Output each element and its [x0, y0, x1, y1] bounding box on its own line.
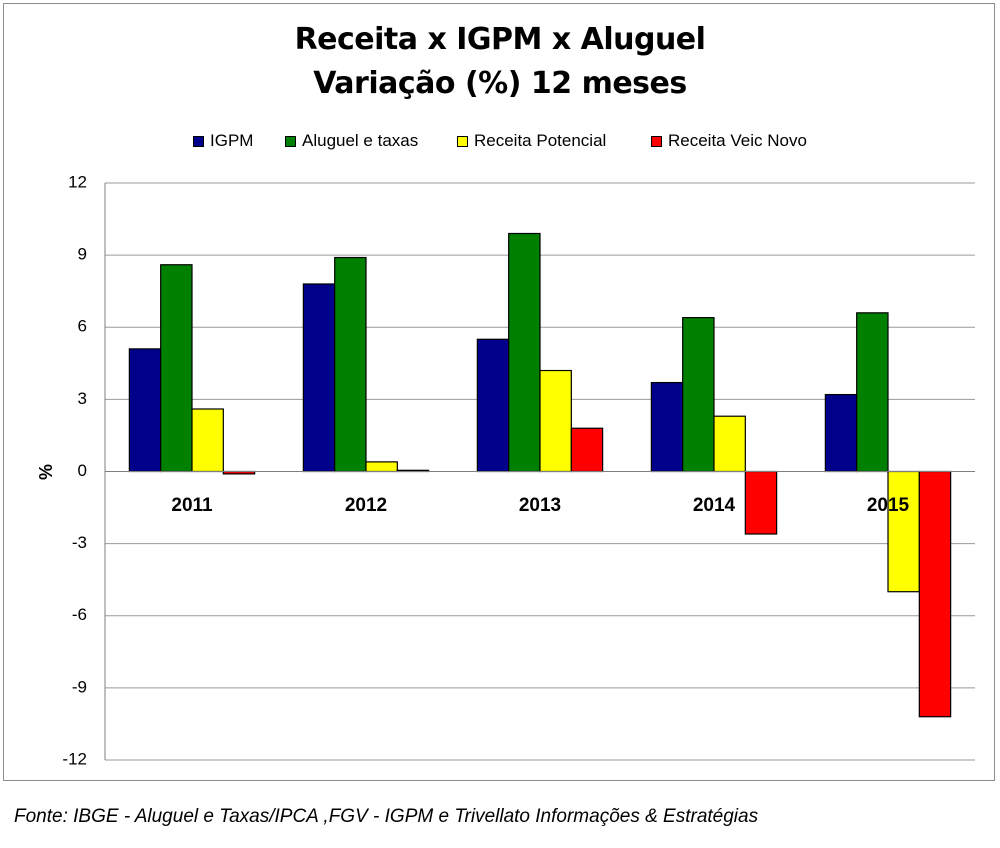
legend-swatch-receita-potencial	[457, 135, 468, 147]
y-axis-label: %	[36, 464, 56, 480]
y-tick-label: -3	[72, 533, 87, 552]
bars	[105, 232, 975, 718]
x-axis-category-labels: 2011 2012 2013 2014 2015	[171, 495, 909, 516]
x-category-label: 2014	[693, 495, 736, 516]
y-tick-label: -6	[72, 605, 87, 624]
bar-2011-0	[128, 348, 162, 473]
legend-item-receita-veic-novo: Receita Veic Novo	[651, 131, 807, 151]
y-tick-label: 0	[78, 461, 87, 480]
y-tick-label: 12	[68, 172, 87, 191]
bar-2013-3	[570, 427, 604, 473]
chart-subtitle: Variação (%) 12 meses	[313, 66, 687, 101]
y-tick-label: 3	[78, 389, 87, 408]
bar-2011-2	[191, 408, 224, 473]
y-tick-label: 9	[78, 245, 87, 264]
bar-2015-2	[887, 470, 920, 593]
legend-label-igpm: IGPM	[210, 131, 254, 150]
legend-item-aluguel: Aluguel e taxas	[285, 131, 418, 151]
legend-label-aluguel: Aluguel e taxas	[302, 131, 419, 150]
legend-label-receita-veic-novo: Receita Veic Novo	[668, 131, 807, 150]
y-tick-label: -12	[62, 749, 87, 768]
bar-2011-1	[160, 264, 193, 473]
bar-2014-2	[713, 415, 746, 473]
bar-2013-1	[508, 232, 541, 473]
legend-item-receita-potencial: Receita Potencial	[457, 131, 606, 151]
y-tick-label: 6	[78, 317, 87, 336]
source-note: Fonte: IBGE - Aluguel e Taxas/IPCA ,FGV …	[14, 806, 759, 827]
legend-swatch-receita-veic-novo	[651, 135, 662, 147]
x-category-label: 2012	[345, 495, 387, 516]
chart-legend: IGPM Aluguel e taxas Receita Potencial R…	[0, 131, 1000, 153]
legend-swatch-igpm	[193, 135, 204, 147]
x-category-label: 2013	[519, 495, 561, 516]
y-tick-label: -9	[72, 677, 87, 696]
bar-2012-2	[365, 461, 398, 473]
bar-2015-3	[918, 470, 952, 718]
bar-2013-2	[539, 369, 572, 473]
bar-2014-0	[650, 381, 684, 473]
legend-item-igpm: IGPM	[193, 131, 253, 151]
bar-2014-3	[744, 470, 778, 535]
bar-2012-1	[334, 256, 367, 473]
bar-2015-1	[856, 312, 889, 473]
bar-2014-1	[682, 317, 715, 473]
bar-2013-0	[476, 338, 510, 473]
bar-2015-0	[824, 393, 858, 473]
y-axis-tick-labels: 12 9 6 3 0 -3 -6 -9 -12	[62, 172, 87, 768]
x-category-label: 2011	[171, 495, 213, 516]
legend-label-receita-potencial: Receita Potencial	[474, 131, 607, 150]
x-category-label: 2015	[867, 495, 910, 516]
legend-swatch-aluguel	[285, 135, 296, 147]
chart-title: Receita x IGPM x Aluguel	[294, 22, 706, 57]
bar-2012-0	[302, 283, 336, 473]
